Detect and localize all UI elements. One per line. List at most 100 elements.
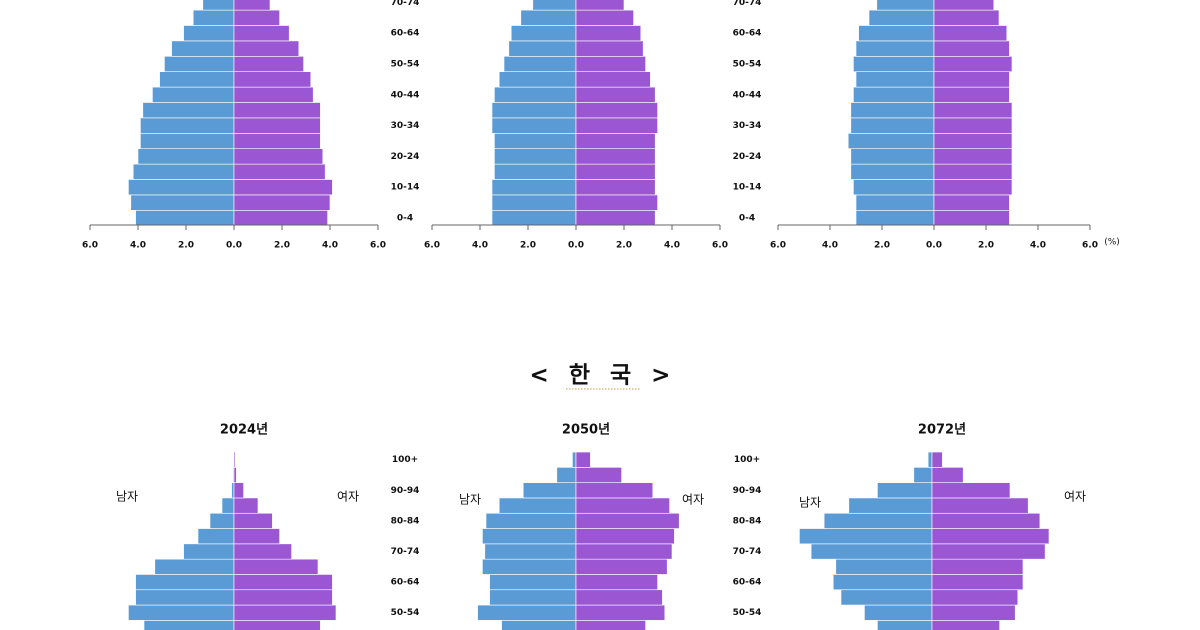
bar-male	[135, 574, 235, 591]
axis-unit: (%)	[1104, 238, 1120, 248]
bar-male	[142, 102, 235, 119]
age-label: 90-94	[733, 486, 762, 496]
x-tick-label: 6.0	[712, 241, 728, 251]
bar-female	[233, 210, 328, 227]
x-tick-label: 2.0	[274, 241, 290, 251]
bar-female	[575, 528, 675, 545]
x-tick-label: 0.0	[926, 241, 942, 251]
bar-male	[876, 0, 935, 11]
legend-label: 여자	[1064, 490, 1086, 504]
bar-female	[575, 148, 656, 165]
age-label: 70-74	[391, 547, 420, 557]
bar-female	[933, 40, 1010, 57]
bar-female	[933, 210, 1010, 227]
bar-male	[572, 451, 577, 468]
bar-male	[927, 451, 933, 468]
bar-female	[575, 133, 656, 150]
x-tick-label: 4.0	[472, 241, 488, 251]
bar-female	[575, 210, 656, 227]
bar-female	[233, 133, 321, 150]
bar-male	[135, 589, 235, 606]
bar-male	[197, 528, 235, 545]
bar-male	[799, 528, 933, 545]
bar-male	[832, 574, 933, 591]
bar-male	[532, 0, 577, 11]
bar-male	[855, 194, 935, 211]
bar-male	[840, 589, 933, 606]
bar-male	[135, 210, 235, 227]
bar-female	[233, 0, 271, 11]
bar-female	[575, 25, 642, 42]
age-label: 20-24	[391, 152, 420, 162]
bar-male	[494, 148, 577, 165]
section-title: < 한 국 >	[530, 363, 677, 389]
bar-male	[128, 179, 235, 196]
bar-female	[233, 451, 236, 468]
age-label: 60-64	[391, 578, 420, 588]
x-tick-label: 4.0	[1030, 241, 1046, 251]
x-tick-label: 4.0	[130, 241, 146, 251]
bar-female	[931, 512, 1041, 529]
bar-female	[933, 71, 1010, 88]
bar-male	[164, 55, 235, 72]
age-label: 50-54	[391, 608, 420, 618]
bar-female	[575, 604, 666, 621]
bar-female	[933, 102, 1013, 119]
bar-female	[575, 194, 658, 211]
age-label: 20-24	[733, 152, 762, 162]
bar-male	[209, 512, 235, 529]
bar-male	[853, 55, 935, 72]
legend-label: 남자	[116, 490, 138, 504]
chart-title: 2050년	[562, 423, 610, 438]
bar-male	[489, 574, 577, 591]
bar-female	[575, 589, 663, 606]
bar-female	[933, 0, 995, 11]
x-tick-label: 2.0	[178, 241, 194, 251]
bar-female	[575, 179, 656, 196]
x-tick-label: 6.0	[370, 241, 386, 251]
bar-female	[933, 133, 1013, 150]
bar-male	[489, 589, 577, 606]
bar-male	[231, 482, 235, 499]
bar-male	[503, 55, 577, 72]
bar-male	[159, 71, 235, 88]
legend-label: 남자	[459, 493, 481, 507]
bar-male	[855, 40, 935, 57]
bar-male	[494, 163, 577, 180]
bar-female	[575, 482, 654, 499]
bar-male	[202, 0, 235, 11]
bar-male	[556, 467, 577, 483]
age-label: 100+	[734, 455, 760, 465]
bar-female	[933, 9, 1000, 26]
bar-male	[868, 9, 935, 26]
bar-male	[810, 543, 933, 560]
bar-male	[482, 528, 577, 545]
bar-male	[132, 163, 235, 180]
bar-female	[575, 163, 656, 180]
bar-female	[575, 451, 591, 468]
bar-female	[233, 558, 319, 575]
bar-male	[850, 102, 935, 119]
x-tick-label: 2.0	[874, 241, 890, 251]
bar-male	[137, 148, 235, 165]
x-tick-label: 4.0	[822, 241, 838, 251]
age-label: 50-54	[733, 60, 762, 70]
bar-male	[823, 512, 933, 529]
bar-male	[183, 543, 235, 560]
x-tick-label: 2.0	[520, 241, 536, 251]
bar-female	[233, 179, 333, 196]
bar-female	[933, 194, 1010, 211]
bar-male	[835, 558, 933, 575]
bar-female	[933, 86, 1010, 103]
bar-male	[482, 558, 577, 575]
bar-male	[477, 604, 577, 621]
legend-label: 여자	[337, 490, 359, 504]
bar-male	[855, 71, 935, 88]
bar-female	[575, 558, 668, 575]
age-label: 100+	[392, 455, 418, 465]
bar-female	[575, 55, 646, 72]
bar-female	[233, 574, 333, 591]
bar-female	[931, 467, 964, 483]
age-label: 10-14	[733, 183, 762, 193]
